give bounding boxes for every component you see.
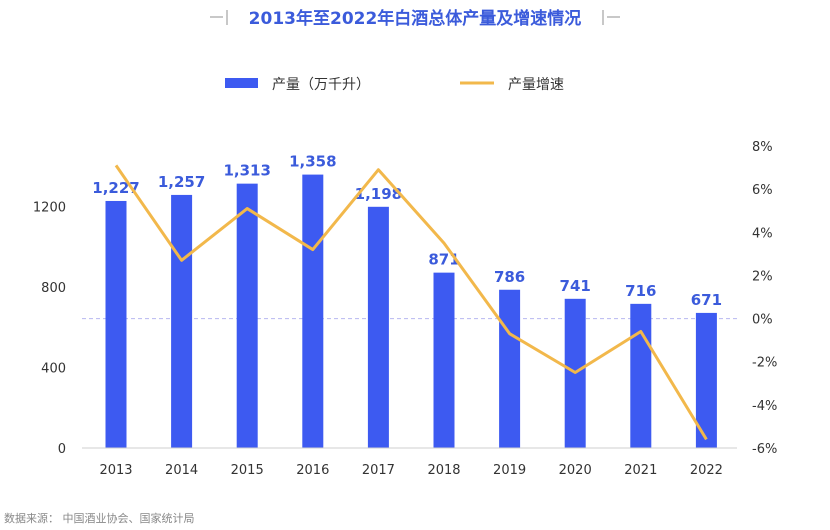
bar — [499, 289, 521, 448]
bar-value-label: 671 — [691, 291, 722, 309]
bar-value-label: 1,358 — [289, 153, 336, 171]
chart-title: 2013年至2022年白酒总体产量及增速情况 — [249, 8, 582, 29]
left-axis: 0 400 800 1200 — [33, 200, 66, 457]
bar — [105, 200, 127, 448]
right-tick-label: -6% — [752, 442, 777, 457]
legend-line-label: 产量增速 — [508, 77, 564, 93]
bar-value-label: 1,198 — [355, 185, 402, 203]
right-tick-label: 4% — [752, 226, 773, 241]
right-tick-label: 8% — [752, 140, 773, 155]
right-tick-label: 2% — [752, 269, 773, 284]
bar — [433, 272, 455, 448]
right-tick-label: -4% — [752, 399, 777, 414]
right-tick-label: -2% — [752, 356, 777, 371]
legend-bar-swatch — [225, 78, 258, 88]
bar-value-label: 716 — [625, 282, 656, 300]
x-tick-label: 2022 — [690, 463, 723, 478]
legend: 产量（万千升） 产量增速 — [225, 77, 564, 93]
x-tick-label: 2014 — [165, 463, 198, 478]
x-tick-label: 2021 — [624, 463, 657, 478]
left-tick-label: 800 — [41, 281, 66, 296]
source-note: 数据来源： 中国酒业协会、国家统计局 — [4, 511, 195, 525]
right-tick-label: 6% — [752, 183, 773, 198]
x-tick-label: 2017 — [362, 463, 395, 478]
legend-bar-label: 产量（万千升） — [272, 77, 370, 93]
x-tick-label: 2013 — [99, 463, 132, 478]
x-tick-label: 2019 — [493, 463, 526, 478]
x-tick-label: 2018 — [427, 463, 460, 478]
x-tick-label: 2015 — [231, 463, 264, 478]
left-tick-label: 1200 — [33, 200, 66, 215]
title-group: 2013年至2022年白酒总体产量及增速情况 — [210, 8, 620, 29]
bar — [302, 174, 324, 448]
growth-line — [114, 164, 708, 441]
bar — [171, 194, 193, 448]
left-tick-label: 0 — [58, 442, 66, 457]
bar-value-label: 1,313 — [223, 162, 270, 180]
bar — [695, 312, 717, 448]
bar — [367, 206, 389, 448]
bar — [630, 303, 652, 448]
bar-value-label: 786 — [494, 268, 525, 286]
x-tick-label: 2020 — [559, 463, 592, 478]
x-tick-label: 2016 — [296, 463, 329, 478]
x-axis: 2013 2014 2015 2016 2017 2018 2019 2020 2021 2022 — [99, 463, 722, 478]
bar-value-label: 1,257 — [158, 173, 205, 191]
right-axis: -6% -4% -2% 0% 2% 4% 6% 8% — [752, 140, 777, 457]
left-tick-label: 400 — [41, 361, 66, 376]
right-tick-label: 0% — [752, 313, 773, 328]
bar-value-label: 741 — [560, 277, 591, 295]
bars — [105, 174, 717, 448]
bar — [236, 183, 258, 448]
